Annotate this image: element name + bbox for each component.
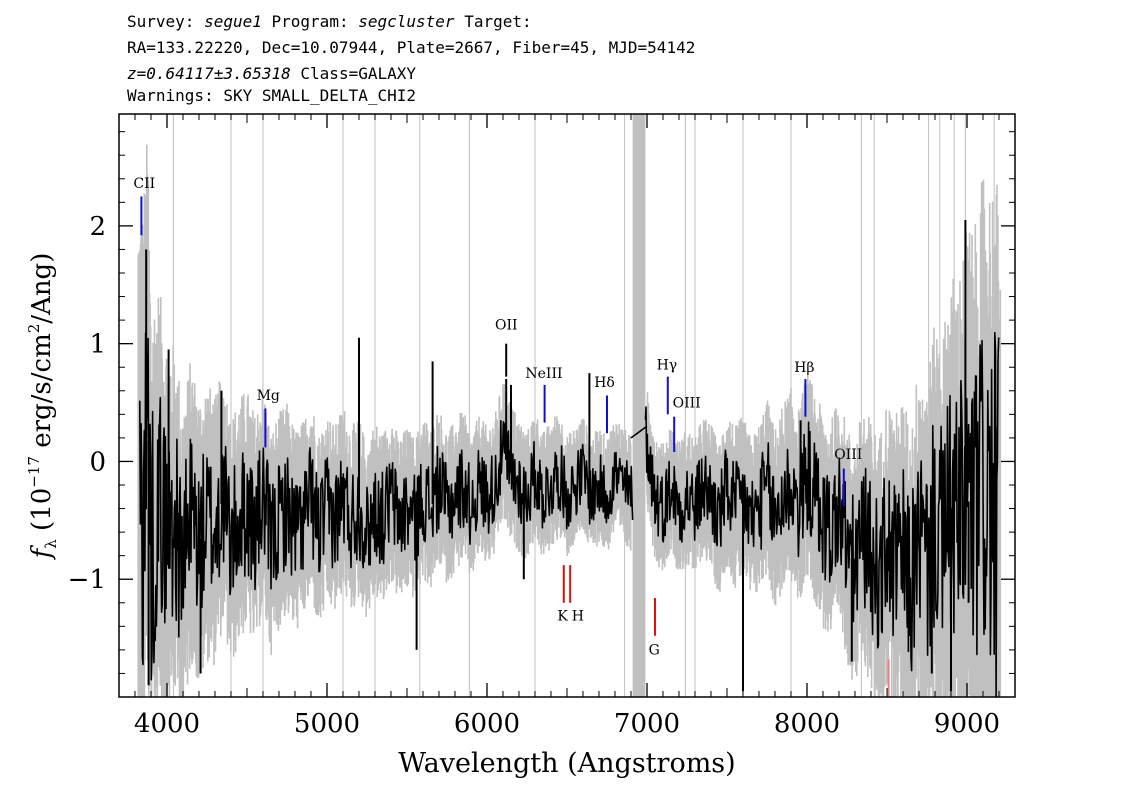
x-tick-label-4: 8000: [774, 709, 840, 739]
ylabel-end: /Ang): [27, 253, 57, 324]
masked-region: [632, 114, 646, 697]
ylabel-subscript: λ: [42, 539, 60, 549]
y-tick-label-3: 2: [89, 212, 106, 242]
x-tick-label-1: 5000: [294, 709, 360, 739]
target-label: Target:: [464, 12, 532, 31]
x-tick-label-0: 4000: [134, 709, 200, 739]
x-tick-label-3: 7000: [614, 709, 680, 739]
warnings-line: Warnings: SKY SMALL_DELTA_CHI2: [127, 86, 416, 105]
ylabel-exponent: −17: [25, 456, 43, 488]
survey-label: Survey:: [127, 12, 195, 31]
y-tick-label-0: −1: [68, 565, 106, 595]
line-annotations: CII Mg OII NeIII Hδ Hγ OIII Hβ OIII K H G: [133, 176, 890, 697]
redshift-value: z=0.64117±3.65318: [127, 64, 291, 83]
flux-series: [139, 220, 1000, 698]
ylabel-main: (10: [27, 488, 57, 531]
x-tick-label-2: 6000: [454, 709, 520, 739]
line-label-1: Mg: [257, 388, 280, 404]
line-label-0: CII: [133, 176, 155, 192]
ylabel-rest: erg/s/cm: [27, 333, 57, 448]
flux-bridge: [630, 425, 648, 439]
survey-value: segue1: [204, 12, 262, 31]
header-line-3: z=0.64117±3.65318 Class=GALAXY: [127, 64, 416, 84]
header-line-2: RA=133.22220, Dec=10.07944, Plate=2667, …: [127, 38, 696, 57]
line-label-2: OII: [495, 318, 518, 334]
y-tick-label-2: 1: [89, 330, 106, 360]
class-value: Class=GALAXY: [300, 64, 416, 83]
program-value: segcluster: [358, 12, 455, 31]
line-label-3: NeIII: [525, 366, 562, 382]
y-tick-label-1: 0: [89, 447, 106, 477]
x-axis-label: Wavelength (Angstroms): [398, 748, 735, 779]
line-label-4: Hδ: [594, 375, 615, 391]
line-label-5: Hγ: [657, 358, 678, 374]
axis-ticks: 4000 5000 6000 7000 8000 9000 −1 0 1 2: [68, 114, 1016, 739]
line-label-9: K: [557, 608, 568, 624]
line-label-10: H: [572, 608, 584, 624]
program-label: Program:: [271, 12, 349, 31]
line-label-8: OIII: [834, 447, 862, 463]
x-tick-label-5: 9000: [934, 709, 1000, 739]
line-label-7: Hβ: [794, 360, 814, 376]
header-line-1: Survey: segue1 Program: segcluster Targe…: [127, 12, 532, 32]
line-label-11: G: [649, 643, 660, 659]
error-band: [137, 144, 1002, 697]
ylabel-square: 2: [25, 324, 43, 334]
line-label-6: OIII: [673, 395, 701, 411]
y-axis-label: fλ (10−17 erg/s/cm2/Ang): [25, 253, 60, 561]
